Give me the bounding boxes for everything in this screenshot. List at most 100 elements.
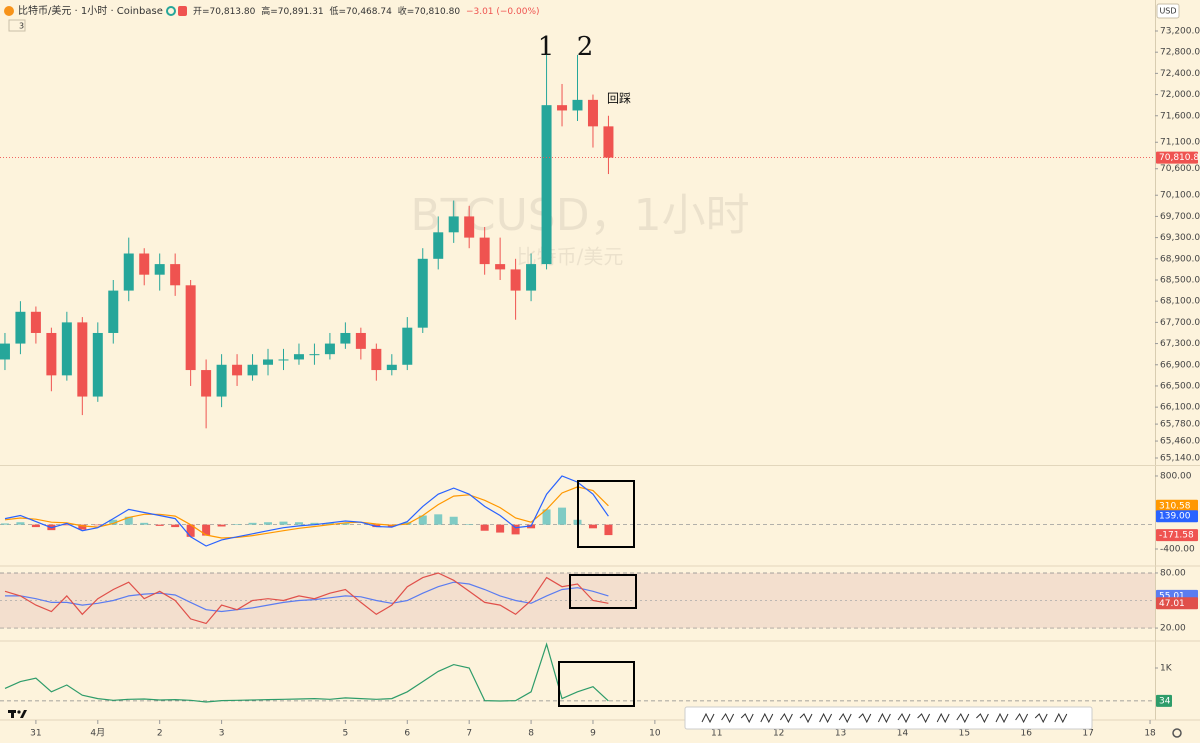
last-value-box — [1156, 597, 1198, 610]
candle-body — [309, 354, 320, 356]
last-value-label: 47.01 — [1159, 599, 1185, 609]
histogram-bar — [124, 516, 133, 525]
y-tick-label: 73,200.00 — [1160, 26, 1200, 36]
tool-button[interactable] — [976, 713, 989, 724]
tool-button[interactable] — [799, 713, 813, 724]
y-tick-label: 80.00 — [1160, 568, 1186, 578]
tool-button[interactable] — [838, 713, 852, 724]
candle-body — [371, 348, 382, 371]
histogram-bar — [16, 522, 25, 525]
histogram-bar — [279, 521, 288, 525]
candle-body — [170, 264, 181, 286]
currency-button[interactable] — [1156, 3, 1180, 19]
candle-body — [61, 322, 72, 376]
tool-button[interactable] — [819, 712, 833, 724]
histogram-bar — [93, 524, 102, 526]
settings-icon[interactable] — [1172, 728, 1182, 738]
histogram-bar — [202, 524, 211, 536]
tool-button[interactable] — [1015, 713, 1029, 724]
candle-body — [139, 253, 150, 275]
indicator-toggle[interactable] — [8, 19, 26, 32]
candle-body — [92, 332, 103, 397]
candle-body — [526, 264, 537, 291]
watermark-title: BTCUSD，1小时 — [410, 190, 749, 241]
candle-body — [495, 264, 506, 270]
tool-button[interactable] — [1034, 713, 1048, 724]
histogram-bar — [588, 524, 597, 529]
tool-button[interactable] — [877, 712, 891, 724]
histogram-bar — [310, 522, 319, 525]
y-tick-label: 66,500.00 — [1160, 381, 1200, 391]
tool-button[interactable] — [701, 712, 715, 724]
tool-button[interactable] — [897, 713, 911, 724]
last-value-box — [1156, 510, 1198, 523]
open: 开=70,813.80 — [193, 6, 256, 17]
last-value-label: -171.58 — [1159, 531, 1194, 541]
low: 低=70,468.74 — [329, 5, 392, 17]
candle-body — [510, 269, 521, 291]
close: 收=70,810.80 — [398, 5, 461, 17]
highlight-box — [577, 480, 635, 548]
histogram-bar — [449, 516, 458, 525]
x-tick-label: 15 — [959, 729, 970, 739]
symbol: 比特币/美元 · 1小时 · Coinbase — [18, 4, 163, 17]
candle-body — [340, 332, 351, 344]
rsi-ma-line — [5, 581, 609, 613]
tool-button[interactable] — [779, 713, 793, 724]
candle-body — [479, 237, 490, 265]
x-tick-label: 17 — [1082, 729, 1093, 739]
tool-button[interactable] — [936, 712, 950, 724]
tool-button[interactable] — [1054, 712, 1068, 724]
candle-body — [433, 232, 444, 259]
tool-button[interactable] — [721, 713, 735, 724]
y-tick-label: 65,140.00 — [1160, 454, 1200, 464]
candle-body — [216, 364, 227, 397]
tool-button[interactable] — [956, 713, 970, 724]
tool-button[interactable] — [917, 713, 931, 724]
candle-body — [557, 105, 568, 111]
candle-body — [324, 343, 335, 355]
x-tick-label: 7 — [466, 729, 472, 739]
last-value-box — [1156, 694, 1172, 707]
last-value-box — [1156, 151, 1198, 164]
histogram-bar — [465, 524, 474, 525]
tool-button[interactable] — [858, 713, 872, 724]
currency[interactable]: USD — [1159, 7, 1176, 16]
candle-body — [402, 327, 413, 365]
histogram-bar — [0, 523, 9, 525]
x-tick-label: 18 — [1144, 729, 1156, 739]
y-tick-label: 66,100.00 — [1160, 403, 1200, 413]
histogram-bar — [341, 522, 350, 525]
candle-body — [123, 253, 134, 291]
x-tick-label: 4月 — [90, 728, 105, 739]
candle-body — [293, 354, 304, 360]
candle-body — [417, 258, 428, 328]
y-tick-label: 68,900.00 — [1160, 254, 1200, 264]
indicator-count[interactable]: 3 — [19, 22, 24, 31]
tool-button[interactable] — [995, 712, 1009, 724]
y-tick-label: 72,000.00 — [1160, 90, 1200, 100]
x-tick-label: 8 — [528, 729, 534, 739]
histogram-bar — [418, 515, 427, 525]
x-tick-label: 3 — [219, 729, 225, 739]
tool-button[interactable] — [740, 713, 754, 724]
histogram-bar — [325, 522, 334, 525]
candle-body — [278, 359, 289, 361]
candle-body — [464, 216, 475, 238]
x-tick-label: 16 — [1021, 729, 1033, 739]
y-tick-label: 70,100.00 — [1160, 191, 1200, 201]
indicator-line — [4, 642, 609, 703]
tool-button[interactable] — [760, 712, 774, 724]
x-tick-label: 9 — [590, 729, 596, 739]
x-tick-label: 14 — [897, 729, 909, 739]
candle-body — [0, 343, 10, 360]
last-value-label: 55.01 — [1159, 591, 1185, 601]
ohlc: 开=70,813.80 高=70,891.31 低=70,468.74 收=70… — [193, 5, 540, 17]
candle-body — [541, 105, 552, 265]
candle-body — [603, 126, 614, 158]
candle-body — [355, 332, 366, 349]
x-tick-label: 6 — [404, 729, 410, 739]
y-tick-label: 71,100.00 — [1160, 138, 1200, 148]
